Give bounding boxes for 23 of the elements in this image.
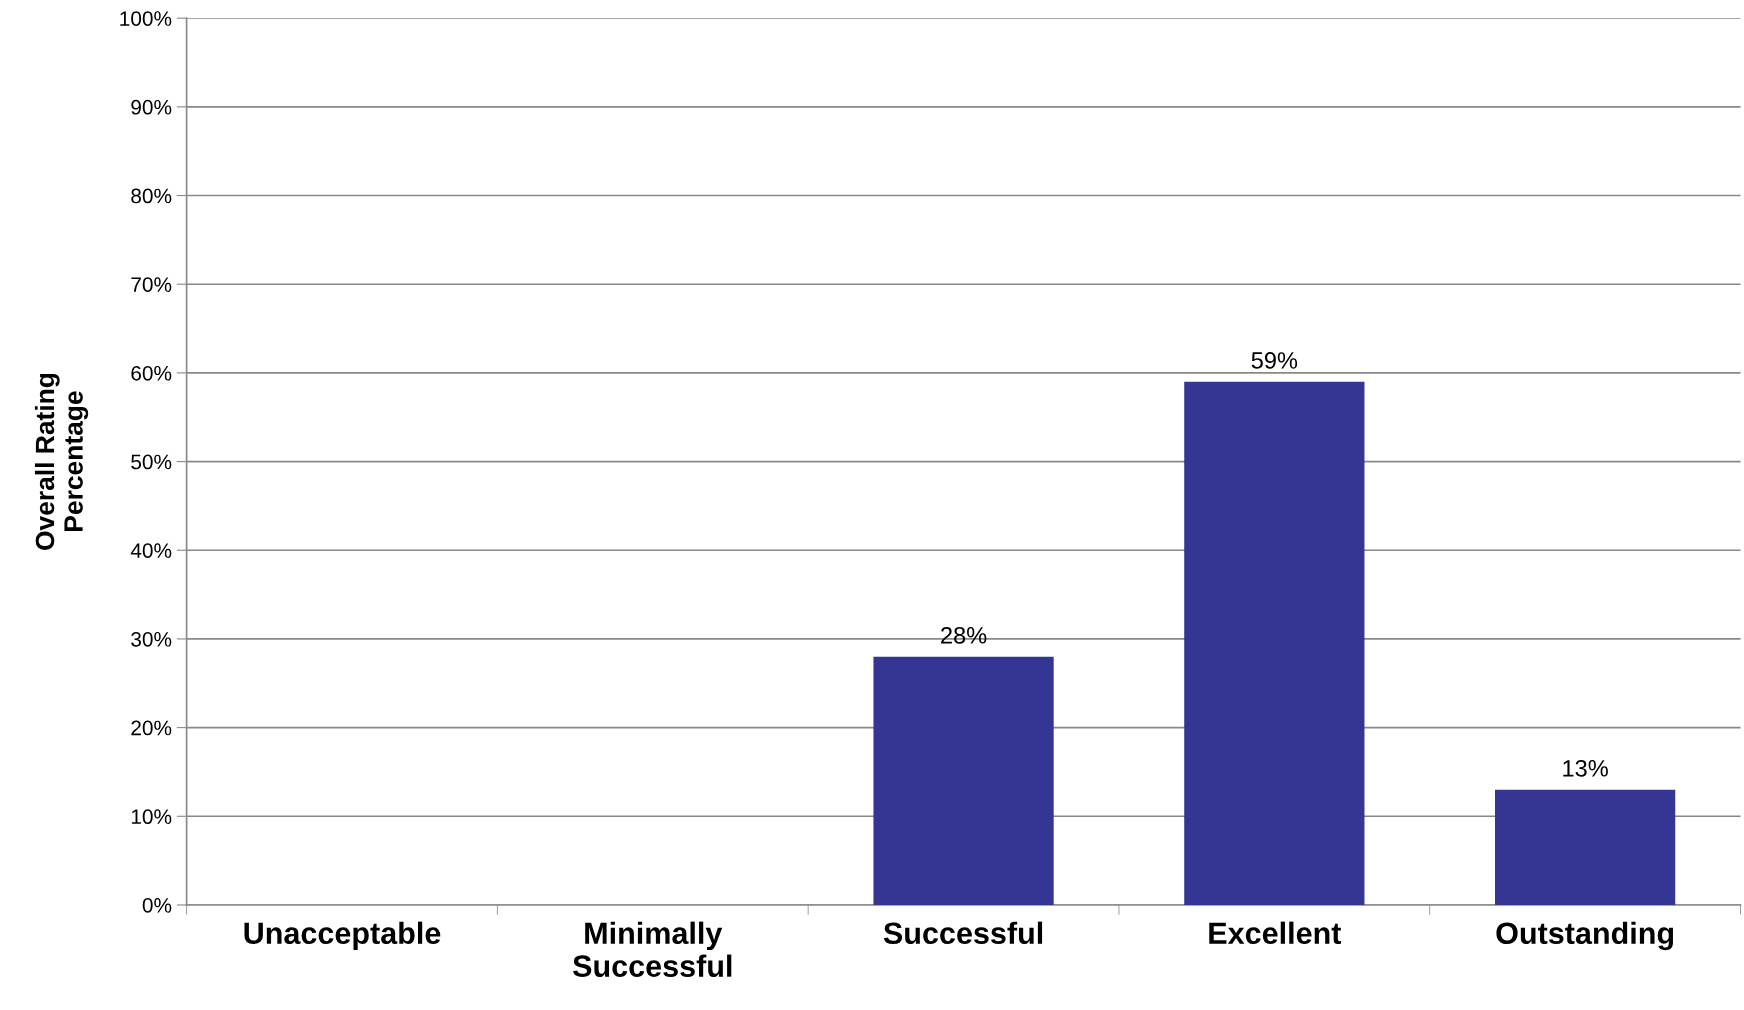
y-tick-label: 0% xyxy=(142,897,172,913)
bar xyxy=(1495,789,1676,905)
data-label: 13% xyxy=(1563,759,1608,777)
data-label: 28% xyxy=(941,626,987,644)
y-tick-label: 10% xyxy=(131,809,172,825)
bar xyxy=(1184,381,1365,905)
y-tick-label: 60% xyxy=(131,365,172,381)
y-tick-label: 100% xyxy=(120,11,172,26)
y-tick-label: 30% xyxy=(131,631,172,647)
y-tick-label: 80% xyxy=(131,188,172,204)
data-label: 59% xyxy=(1251,352,1298,369)
x-tick-label: Outstanding xyxy=(1496,921,1674,951)
y-tick-label: 70% xyxy=(131,277,172,292)
x-tick-label: Excellent xyxy=(1209,921,1342,945)
y-tick-label: 90% xyxy=(131,99,172,115)
y-tick-label: 20% xyxy=(131,720,172,736)
y-axis-title: Overall Rating Percentage xyxy=(34,373,89,550)
y-tick-label: 50% xyxy=(131,454,172,470)
x-tick-label: Successful xyxy=(883,921,1043,945)
x-tick-label: Unacceptable xyxy=(244,921,441,951)
bar xyxy=(873,656,1054,905)
y-tick-label: 40% xyxy=(130,543,172,558)
x-tick-label: Minimally Successful xyxy=(572,921,732,977)
